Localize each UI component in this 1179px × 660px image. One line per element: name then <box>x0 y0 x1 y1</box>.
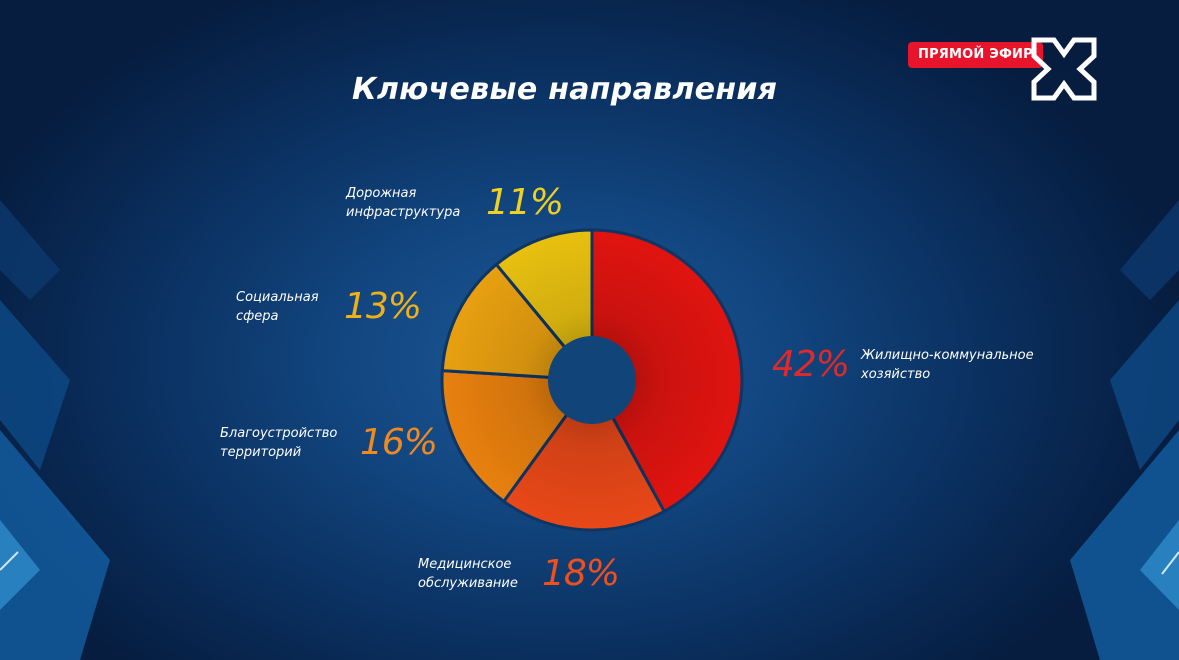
slice-value-label: 18% <box>542 553 620 594</box>
slice-value-label: 16% <box>360 422 438 463</box>
slice-value-label: 11% <box>486 182 564 223</box>
donut-hole <box>548 336 636 424</box>
slice-category-label: Социальная сфера <box>236 289 319 324</box>
label-housing: 42% Жилищно-коммунальное хозяйство <box>772 344 1061 385</box>
slice-value-label: 42% <box>772 344 850 385</box>
slice-value-label: 13% <box>344 286 422 327</box>
live-badge: ПРЯМОЙ ЭФИР <box>908 42 1043 68</box>
slice-category-label: Медицинское обслуживание <box>418 556 518 591</box>
slice-category-label: Благоустройство территорий <box>220 425 338 460</box>
channel-logo-icon <box>1031 37 1097 101</box>
slice-category-label: Дорожная инфраструктура <box>346 185 461 220</box>
slice-category-label: Жилищно-коммунальное хозяйство <box>861 347 1034 382</box>
label-medical: Медицинское обслуживание 18% <box>418 553 620 594</box>
label-improvement: Благоустройство территорий 16% <box>220 422 438 463</box>
label-roads: Дорожная инфраструктура 11% <box>346 182 564 223</box>
label-social: Социальная сфера 13% <box>236 286 422 327</box>
page-title: Ключевые направления <box>352 72 778 107</box>
